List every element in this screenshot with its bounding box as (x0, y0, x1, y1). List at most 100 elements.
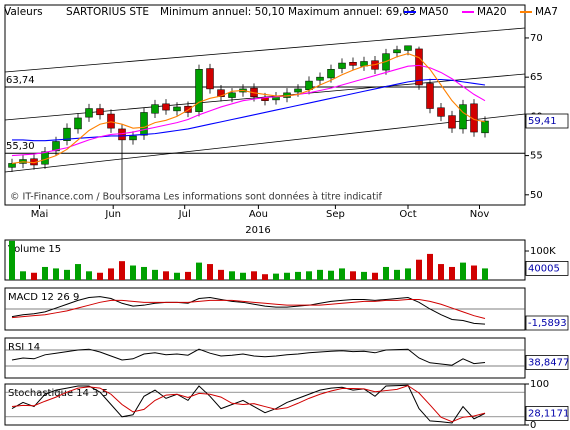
candle-body (74, 117, 82, 130)
trend-line (4, 27, 526, 73)
volume-bar (218, 269, 224, 280)
volume-bar (262, 274, 268, 280)
volume-bar (372, 272, 378, 280)
candle-body (327, 69, 335, 79)
volume-bar (383, 266, 389, 280)
x-axis-label: 2016 (245, 225, 270, 236)
x-tick-label: Jun (104, 209, 121, 220)
candle-body (426, 83, 434, 109)
y-tick-label: 0 (530, 420, 536, 430)
volume-bar (141, 266, 147, 280)
volume-bar (53, 268, 59, 280)
candle-body (140, 112, 148, 136)
volume-bar (163, 271, 169, 280)
volume-bar (328, 270, 334, 280)
volume-bar (130, 265, 136, 280)
y-tick-label: 65 (530, 72, 543, 83)
candle-body (459, 104, 467, 130)
candle-body (316, 76, 324, 81)
y-tick-label: 100K (530, 246, 556, 257)
series-line (11, 298, 486, 320)
volume-bar (317, 269, 323, 280)
y-tick-label: 50 (530, 190, 543, 201)
volume-bar (339, 268, 345, 280)
candle-body (173, 106, 181, 112)
volume-bar (185, 271, 191, 280)
x-tick-label: Sep (326, 209, 345, 220)
candle-body (118, 128, 126, 141)
last-value-label: 28,1171 (528, 408, 569, 419)
y-tick-label: 100 (530, 379, 549, 390)
chart-title: SARTORIUS STE (66, 6, 149, 18)
candle-body (404, 45, 412, 51)
candle-body (448, 115, 456, 129)
candle-body (162, 103, 170, 111)
x-tick-label: Aou (249, 209, 268, 220)
last-value-box (525, 315, 569, 331)
volume-bar (471, 265, 477, 280)
volume-bar (108, 268, 114, 280)
volume-bar (207, 264, 213, 280)
candle-body (228, 92, 236, 98)
candle-body (129, 135, 137, 141)
candle-body (184, 105, 192, 113)
legend-label: MA7 (535, 6, 558, 18)
panel-title: Volume 15 (8, 244, 61, 255)
volume-bar (284, 272, 290, 280)
volume-bar (174, 272, 180, 280)
candle-body (63, 127, 71, 141)
panel-frame (4, 337, 526, 379)
last-value-box (525, 406, 569, 421)
volume-bar (361, 271, 367, 280)
volume-bar (9, 240, 15, 280)
candle-body (8, 163, 16, 168)
subtitle: Minimum annuel: 50,10 Maximum annuel: 69… (160, 6, 416, 18)
candle-body (393, 49, 401, 54)
y-tick-label: 55 (530, 151, 543, 162)
candle-body (195, 69, 203, 112)
volume-bar (152, 269, 158, 280)
candle-body (107, 113, 115, 129)
candle-body (151, 104, 159, 114)
candle-body (217, 89, 225, 98)
candle-body (481, 120, 489, 134)
candle-body (338, 62, 346, 69)
x-tick-label: Mai (31, 209, 49, 220)
panel-frame (4, 383, 526, 426)
series-line (12, 78, 486, 142)
series-line (11, 296, 486, 325)
candle-body (96, 108, 104, 116)
candle-body (85, 108, 93, 118)
volume-bar (350, 271, 356, 280)
volume-bar (438, 264, 444, 280)
candle-body (41, 151, 49, 165)
candle-body (52, 141, 60, 152)
volume-bar (427, 253, 433, 280)
panel-title: Stochastique 14 3 5 (8, 388, 108, 399)
last-value-label: 59,41 (528, 116, 557, 127)
volume-bar (460, 262, 466, 280)
candle-body (305, 80, 313, 90)
x-tick-label: Nov (470, 209, 490, 220)
volume-bar (75, 264, 81, 280)
legend-label: MA20 (477, 6, 507, 18)
source: © IT-Finance.com / Boursorama Les inform… (10, 192, 382, 203)
volume-bar (251, 271, 257, 280)
volume-bar (394, 269, 400, 280)
y-tick-label: 70 (530, 33, 543, 44)
panel-title: RSI 14 (8, 342, 40, 353)
candle-body (415, 48, 423, 86)
last-value-label: -1,5893 (528, 318, 567, 329)
last-value-label: 40005 (528, 263, 560, 274)
volume-bar (97, 272, 103, 280)
candle-body (206, 68, 214, 90)
candle-body (294, 88, 302, 93)
label: Valeurs (4, 6, 43, 18)
candle-body (349, 62, 357, 66)
volume-bar (273, 273, 279, 280)
volume-bar (482, 268, 488, 280)
series-line (11, 348, 486, 366)
last-value-label: 38,8477 (528, 357, 569, 368)
